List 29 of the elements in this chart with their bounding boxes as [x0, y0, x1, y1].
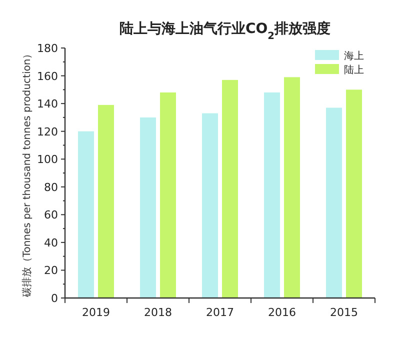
bar — [140, 117, 156, 298]
bar — [78, 131, 94, 298]
bar — [346, 90, 362, 298]
y-tick-label: 0 — [51, 292, 58, 305]
x-tick-label: 2019 — [82, 306, 110, 319]
y-tick-label: 40 — [44, 236, 58, 250]
chart-title: 陆上与海上油气行业CO$_{2}$排放强度 — [119, 20, 331, 42]
y-tick-label: 120 — [37, 125, 58, 138]
bar — [284, 77, 300, 298]
bar — [326, 108, 342, 298]
y-tick-label: 180 — [37, 42, 58, 55]
x-tick-label: 2015 — [330, 306, 358, 319]
y-axis-title: 碳排放（Tonnes per thousand tonnes production） — [21, 48, 33, 298]
y-tick-label: 80 — [44, 180, 58, 194]
y-tick-label: 100 — [37, 153, 58, 166]
bar — [202, 113, 218, 298]
bar — [98, 104, 114, 298]
legend-label: 海上 — [344, 50, 364, 62]
y-tick-label: 160 — [37, 70, 58, 83]
x-tick-label: 2018 — [144, 306, 172, 319]
y-tick-label: 20 — [44, 264, 58, 278]
bar — [222, 80, 238, 298]
y-tick-label: 140 — [37, 98, 58, 111]
y-tick-label: 60 — [44, 208, 58, 222]
bar — [160, 92, 176, 298]
x-tick-label: 2016 — [268, 306, 296, 319]
legend-label: 陆上 — [344, 64, 364, 76]
x-tick-label: 2017 — [206, 306, 234, 319]
bar — [264, 92, 280, 298]
